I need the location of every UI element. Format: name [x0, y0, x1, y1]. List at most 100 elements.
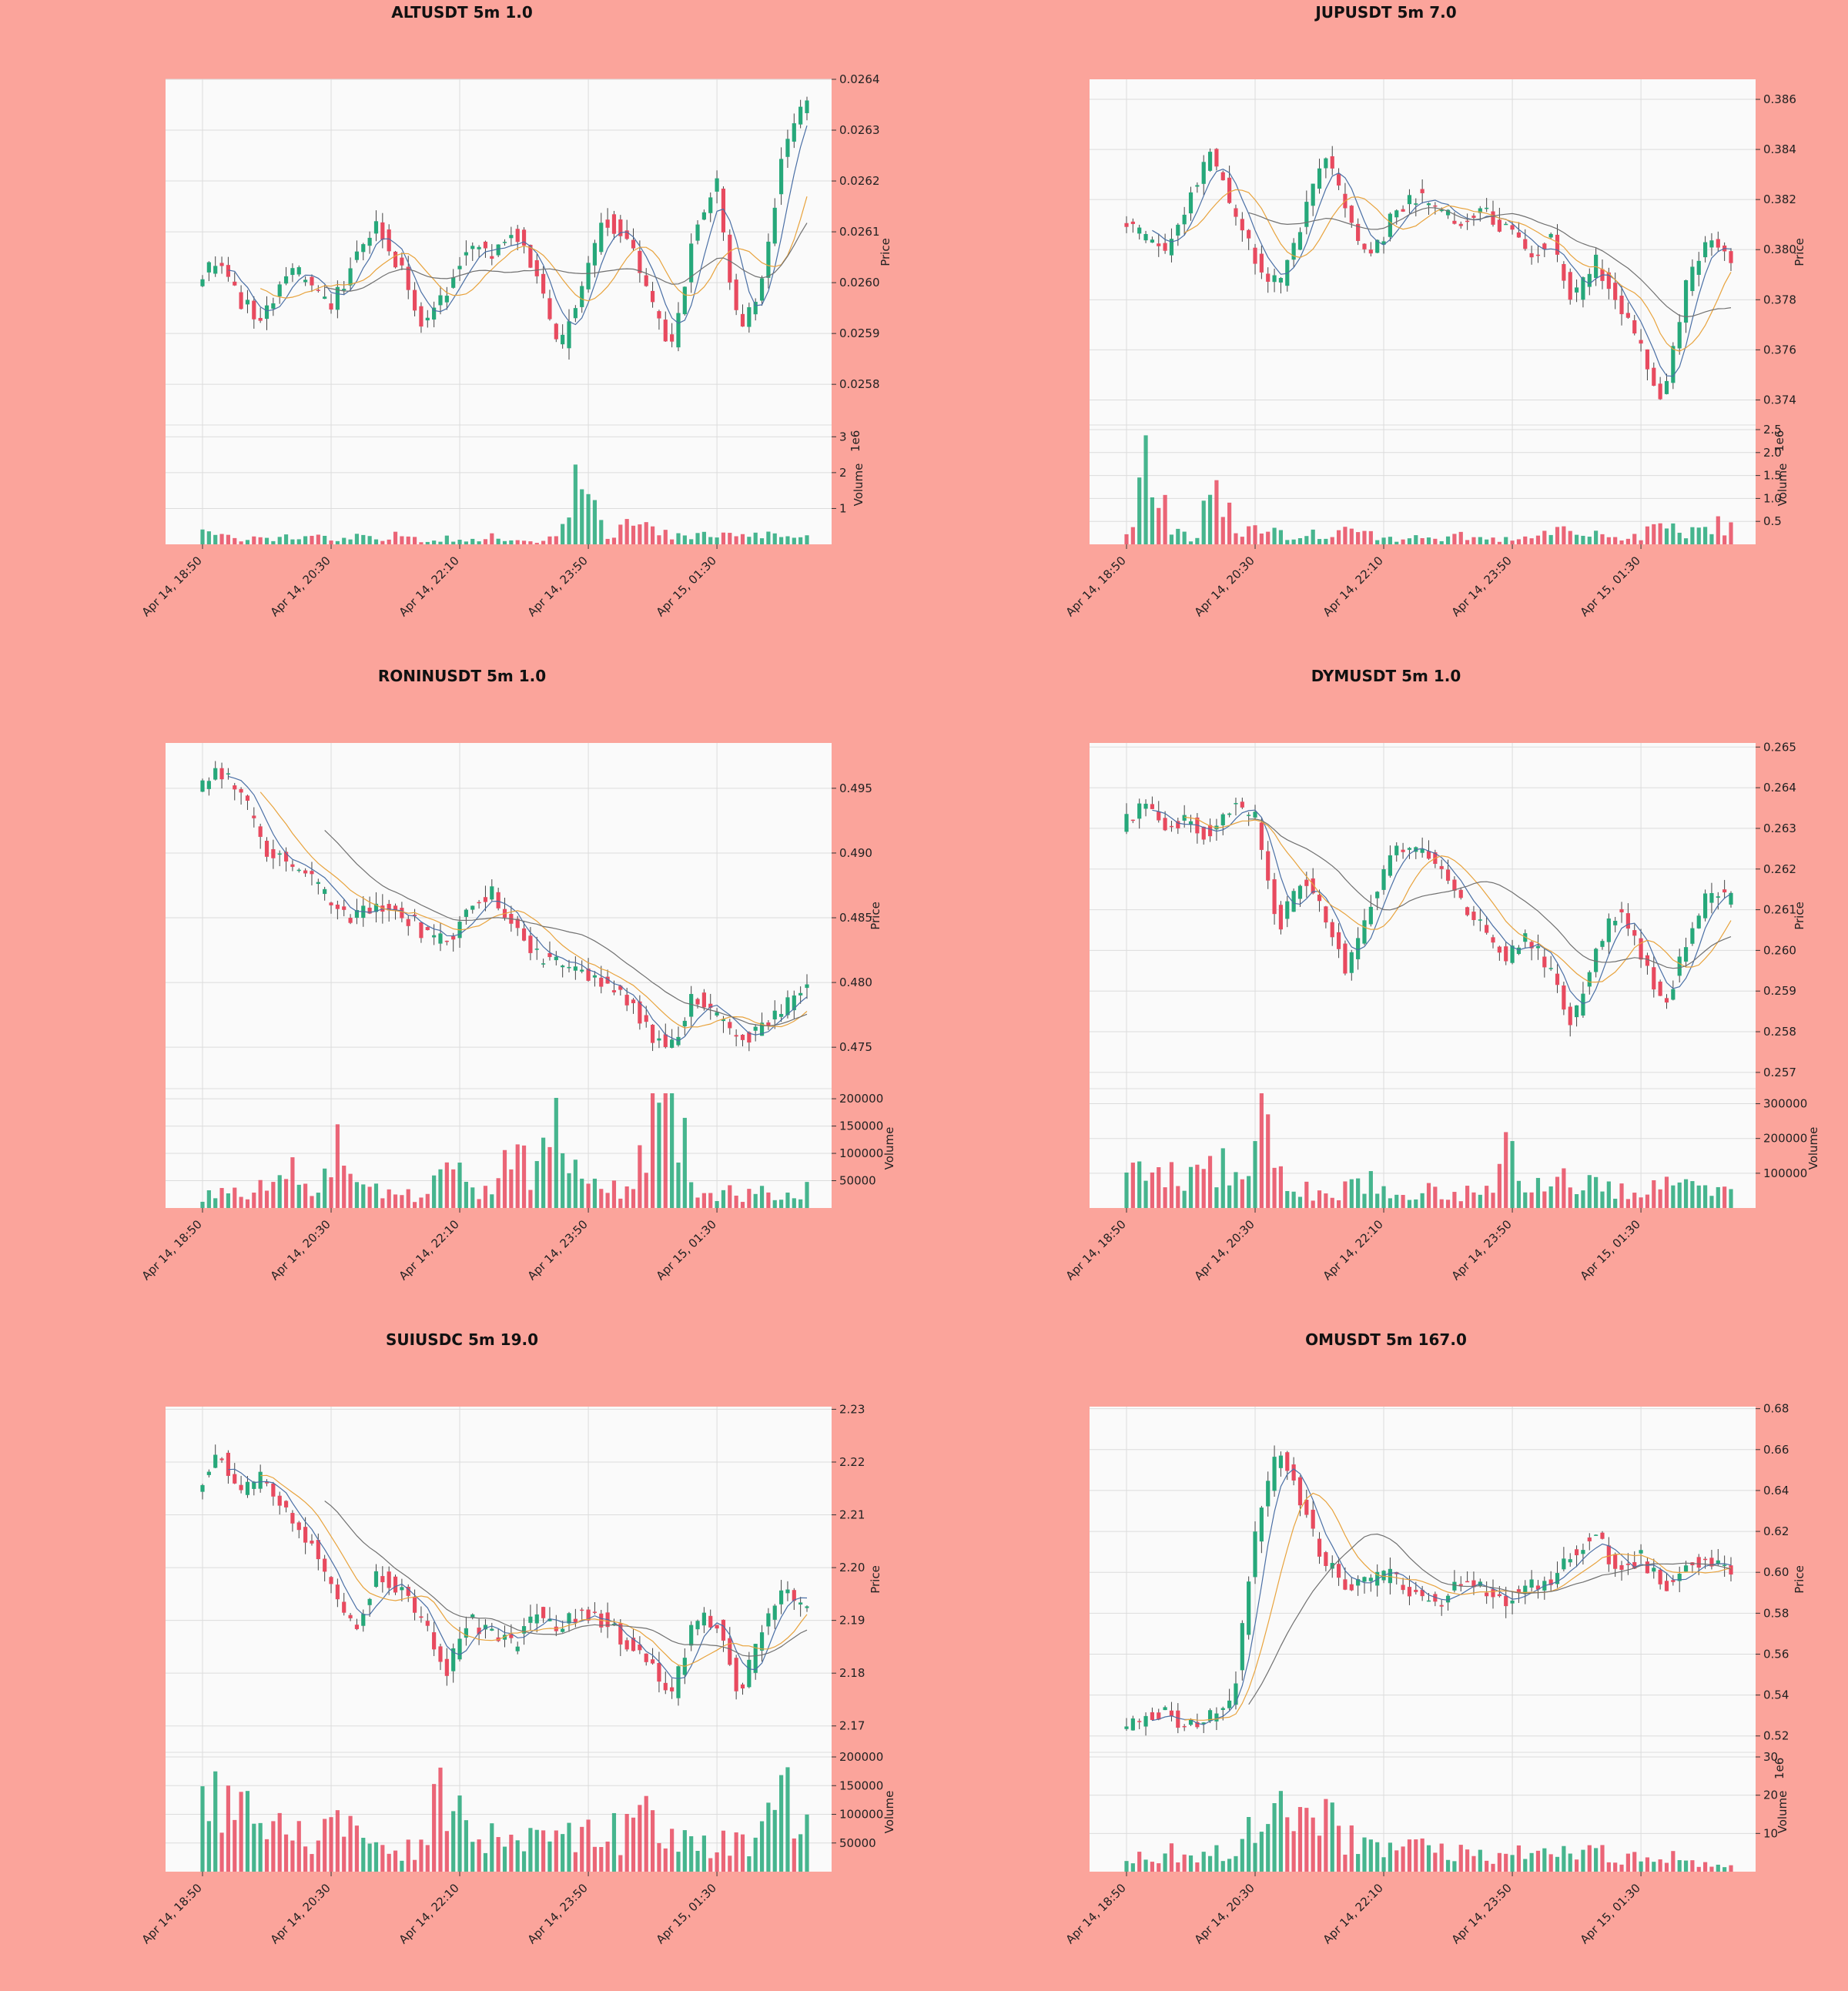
- candle-body: [1143, 233, 1148, 241]
- volume-bar: [792, 1198, 796, 1208]
- volume-bar: [1555, 1856, 1560, 1872]
- volume-bar: [1317, 1835, 1322, 1872]
- moving-average-line: [1152, 1468, 1732, 1725]
- chart-panel-1: ALTUSDT 5m 1.0 Apr 14, 18:50 Apr 14, 20:30…: [0, 0, 924, 664]
- chart-svg: DYMUSDT 5m 1.0 Apr 14, 18:50 Apr 14, 20:30…: [1063, 667, 1820, 1283]
- volume-bar: [747, 537, 752, 544]
- candle-body: [412, 1596, 417, 1613]
- volume-bar: [670, 1829, 675, 1872]
- candle-body: [1362, 1577, 1367, 1582]
- candle-body: [1163, 1707, 1167, 1711]
- candle-body: [638, 250, 642, 273]
- volume-bar: [1285, 1817, 1290, 1872]
- volume-bar: [1381, 537, 1386, 544]
- candle-body: [206, 1471, 211, 1475]
- volume-bar: [554, 1097, 558, 1208]
- candle-body: [644, 1653, 648, 1662]
- candle-body: [1401, 209, 1405, 212]
- candle-body: [483, 1625, 488, 1630]
- candle-body: [1311, 183, 1315, 206]
- candle-body: [657, 1038, 661, 1041]
- candle-body: [1548, 233, 1553, 238]
- candle-body: [1696, 915, 1701, 929]
- y-tick-label: 0.0263: [839, 123, 880, 137]
- moving-average-line: [259, 791, 808, 1029]
- candle-body: [380, 1576, 385, 1583]
- candle-body: [1452, 220, 1457, 224]
- volume-bar: [490, 1823, 494, 1872]
- volume-bar: [329, 540, 333, 544]
- volume-bar: [496, 538, 500, 544]
- volume-bar: [1388, 537, 1392, 544]
- candle-body: [1439, 209, 1444, 212]
- candle-body: [1124, 1726, 1129, 1729]
- candle-body: [1324, 158, 1328, 169]
- volume-bar: [226, 1193, 230, 1208]
- volume-bar: [380, 540, 385, 544]
- candle-body: [805, 1606, 809, 1608]
- volume-bar: [1465, 540, 1470, 544]
- candle-body: [534, 260, 539, 276]
- candle-body: [586, 263, 591, 289]
- volume-bar: [1394, 1850, 1399, 1872]
- candle-body: [644, 1015, 648, 1022]
- volume-tick-label: 100000: [1763, 1166, 1807, 1180]
- candle-body: [1220, 814, 1225, 825]
- volume-bar: [1343, 527, 1348, 544]
- candle-body: [695, 224, 700, 241]
- candle-body: [701, 212, 706, 220]
- candle-body: [611, 214, 617, 234]
- volume-bar: [1529, 1192, 1534, 1208]
- volume-bar: [393, 1194, 398, 1208]
- volume-bar: [592, 1178, 598, 1208]
- volume-bar: [1227, 1185, 1232, 1208]
- volume-bar: [734, 1195, 738, 1208]
- chart-panel-6: OMUSDT 5m 167.0 Apr 14, 18:50 Apr 14, 20:3…: [924, 1327, 1848, 1991]
- volume-bar: [1523, 1859, 1528, 1872]
- volume-bar: [1195, 537, 1200, 544]
- volume-bar: [412, 1859, 417, 1872]
- x-tick-label: Apr 14, 22:10: [1321, 1881, 1386, 1946]
- candle-body: [1581, 277, 1585, 300]
- volume-bar: [721, 532, 726, 544]
- candle-body: [721, 189, 726, 233]
- volume-bar: [1696, 1866, 1701, 1872]
- candle-body: [1311, 1509, 1315, 1529]
- candle-body: [1285, 901, 1290, 919]
- candle-body: [1407, 195, 1412, 205]
- candle-body: [400, 257, 404, 266]
- y-tick-label: 0.0261: [839, 225, 880, 239]
- candle-body: [1510, 945, 1515, 963]
- candle-body: [1452, 879, 1457, 891]
- volume-bar: [490, 1194, 494, 1208]
- volume-bar: [1690, 527, 1695, 544]
- volume-bar: [528, 1190, 533, 1208]
- candle-body: [805, 100, 809, 113]
- volume-bar: [1401, 539, 1405, 544]
- volume-bar: [1317, 1190, 1322, 1208]
- candle-body: [624, 1640, 629, 1650]
- candle-body: [676, 1666, 681, 1698]
- volume-bar: [1247, 1817, 1251, 1872]
- candle-body: [213, 1454, 218, 1468]
- volume-bar: [1330, 1802, 1334, 1872]
- candle-body: [1420, 849, 1424, 853]
- candle-body: [1613, 920, 1618, 925]
- volume-bar: [354, 1182, 360, 1208]
- candle-body: [1581, 1550, 1585, 1554]
- volume-bar: [561, 524, 565, 544]
- candle-body: [1619, 1564, 1624, 1570]
- volume-bar: [798, 537, 803, 544]
- candle-body: [779, 1590, 784, 1605]
- volume-tick-label: 30: [1763, 1750, 1778, 1764]
- moving-average-line: [324, 223, 808, 292]
- volume-bar: [1278, 1791, 1284, 1872]
- candle-body: [1433, 1594, 1438, 1602]
- volume-bar: [373, 1183, 379, 1208]
- volume-bar: [534, 1161, 539, 1208]
- candle-body: [1130, 819, 1135, 821]
- candle-body: [618, 219, 623, 236]
- volume-bar: [354, 534, 360, 544]
- candle-body: [1562, 1558, 1566, 1570]
- candle-body: [438, 1646, 443, 1662]
